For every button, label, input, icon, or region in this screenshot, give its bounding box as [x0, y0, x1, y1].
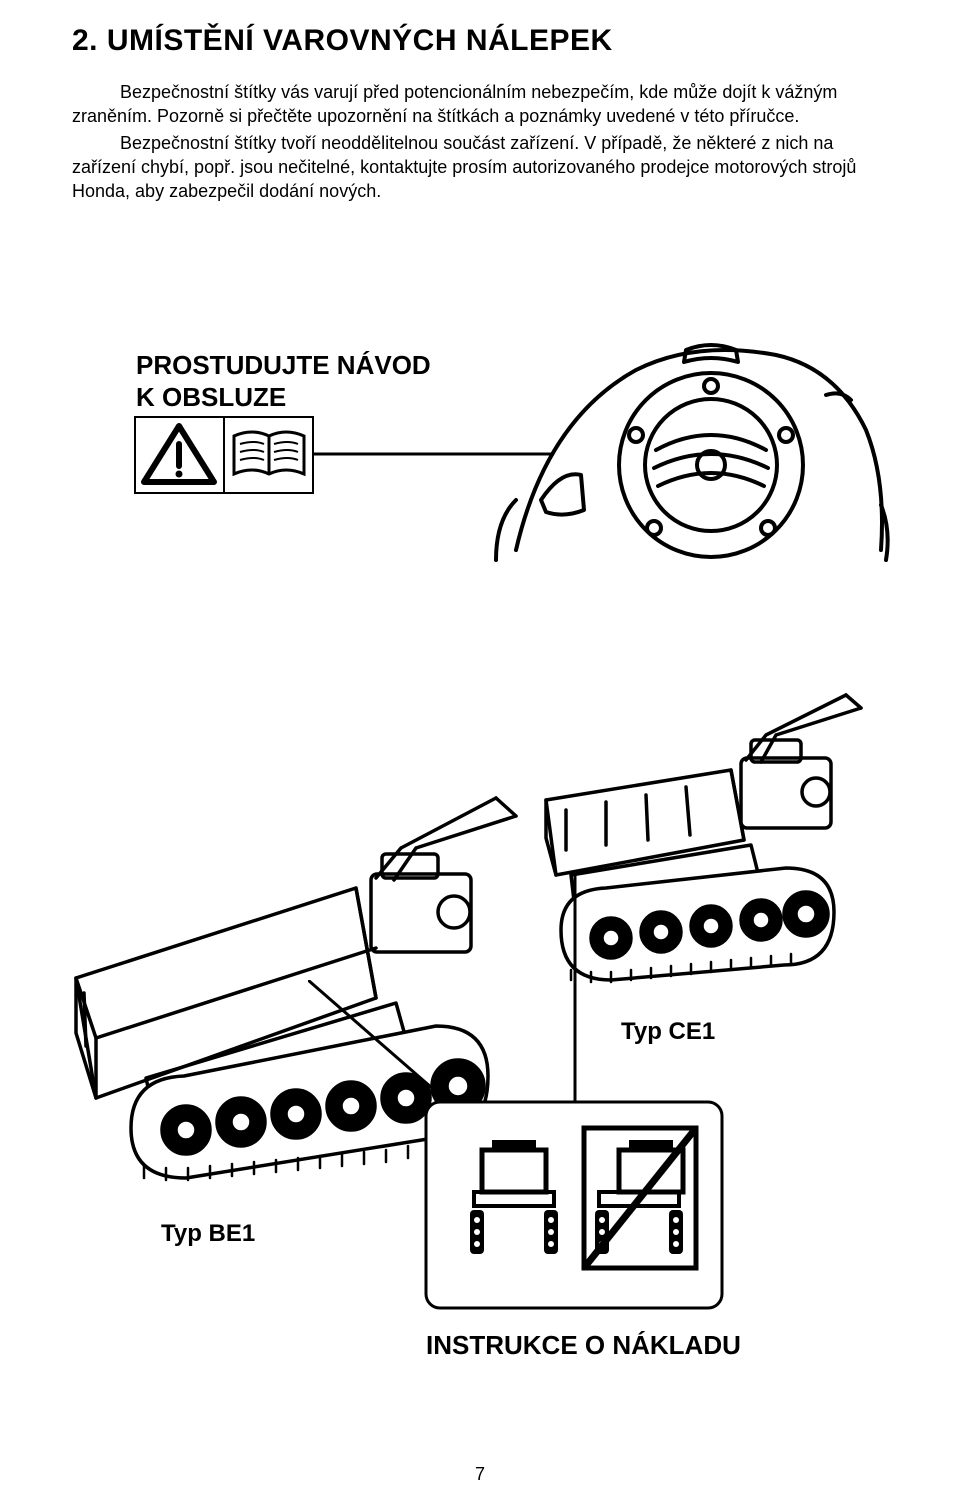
load-instruction-label-icon [424, 1100, 724, 1310]
body-paragraph-2: Bezpečnostní štítky tvoří neoddělitelnou… [72, 131, 888, 204]
warning-label-icon [134, 416, 314, 494]
leader-line-ce1 [571, 875, 579, 1105]
caption-type-be1: Typ BE1 [161, 1220, 255, 1248]
leader-line-be1 [308, 980, 468, 1120]
caption-type-ce1: Typ CE1 [621, 1018, 715, 1046]
caption-read-manual-l2: K OBSLUZE [136, 382, 286, 413]
caption-load-instructions: INSTRUKCE O NÁKLADU [426, 1330, 741, 1361]
caption-read-manual-l1: PROSTUDUJTE NÁVOD [136, 350, 431, 381]
body-paragraph-1: Bezpečnostní štítky vás varují před pote… [72, 80, 888, 129]
page-number: 7 [0, 1464, 960, 1485]
figures-area: PROSTUDUJTE NÁVOD K OBSLUZE [66, 300, 894, 1440]
manual-page: 2. UMÍSTĚNÍ VAROVNÝCH NÁLEPEK Bezpečnost… [0, 0, 960, 1503]
section-heading: 2. UMÍSTĚNÍ VAROVNÝCH NÁLEPEK [72, 24, 888, 58]
engine-cover-drawing [486, 300, 896, 590]
